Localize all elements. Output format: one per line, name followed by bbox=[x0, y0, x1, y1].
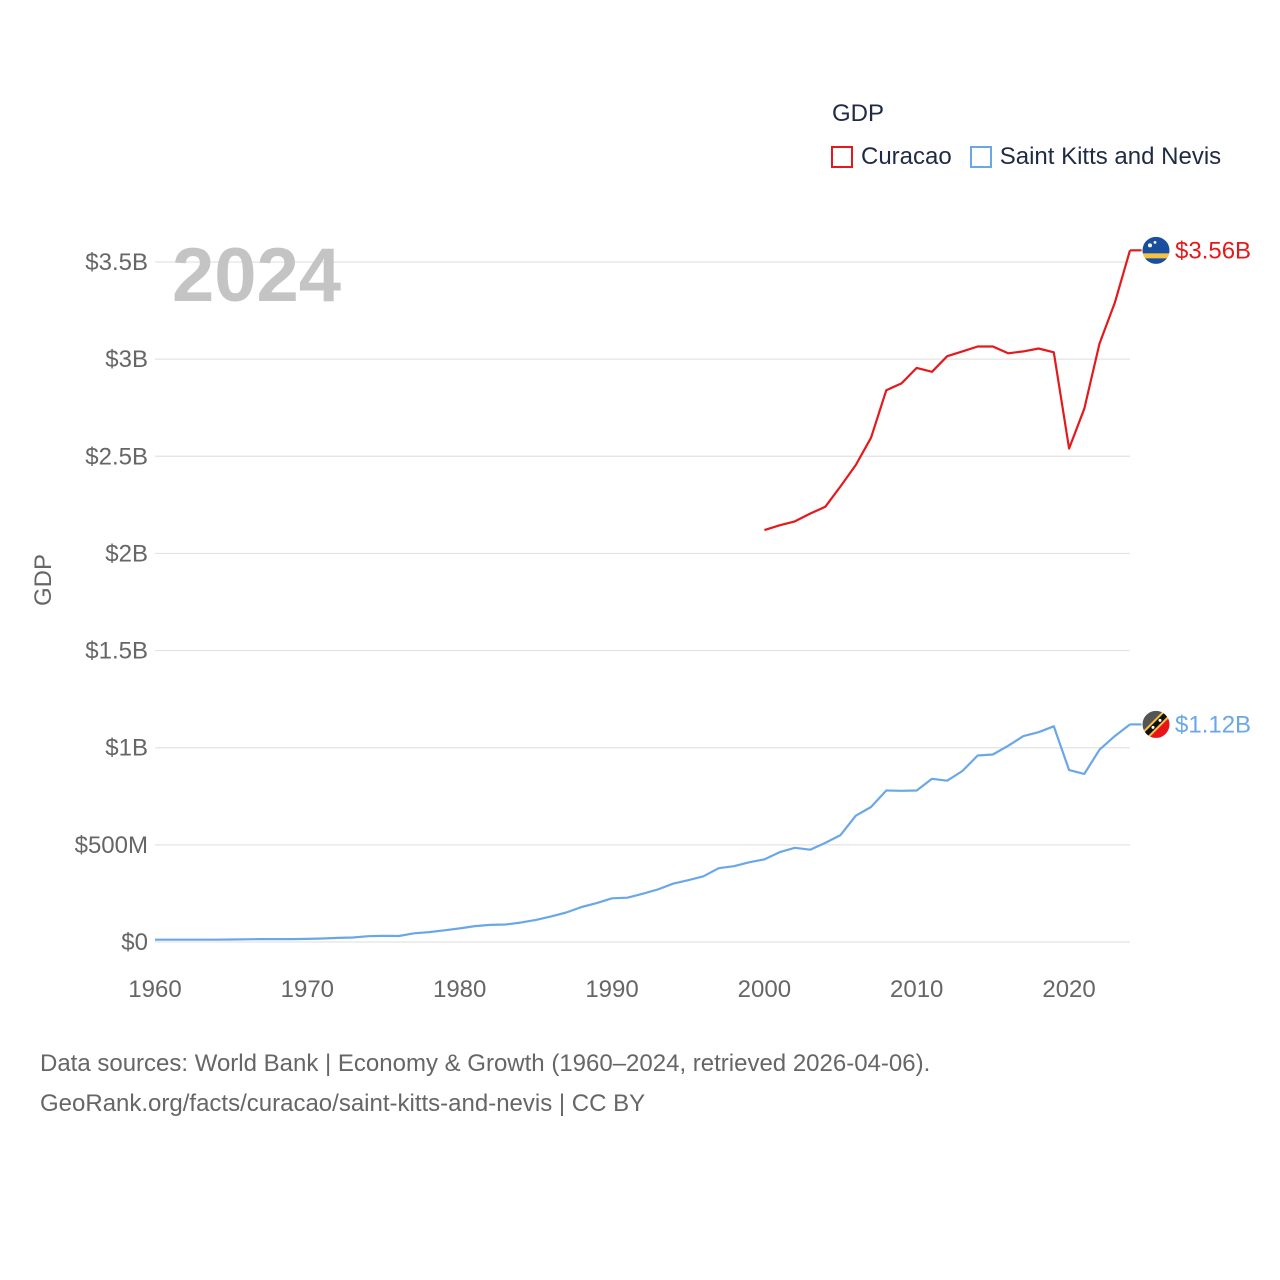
y-tick-label: $2B bbox=[105, 540, 148, 567]
series-line-saint-kitts-and-nevis bbox=[155, 723, 1131, 941]
x-tick-label: 2020 bbox=[1042, 976, 1095, 1003]
end-value-label-curacao: $3.56B bbox=[1175, 237, 1251, 264]
y-axis-ticks: $0 $500M $1B $1.5B $2B $2.5B $3B $3.5B bbox=[75, 249, 148, 956]
year-label: 2024 bbox=[172, 233, 342, 318]
y-tick-label: $1.5B bbox=[85, 638, 148, 665]
curacao-flag-icon bbox=[1141, 235, 1171, 265]
y-axis-title: GDP bbox=[30, 554, 57, 606]
x-tick-label: 1980 bbox=[433, 976, 486, 1003]
x-tick-label: 2010 bbox=[890, 976, 943, 1003]
footer: Data sources: World Bank | Economy & Gro… bbox=[40, 1044, 930, 1124]
series-lines bbox=[155, 249, 1132, 941]
legend-title: GDP bbox=[832, 100, 885, 127]
legend-swatch-saint-kitts-and-nevis bbox=[969, 146, 992, 168]
legend-label-curacao: Curacao bbox=[861, 143, 952, 170]
legend-item-saint-kitts-and-nevis[interactable]: Saint Kitts and Nevis bbox=[969, 143, 1222, 171]
legend-label-saint-kitts-and-nevis: Saint Kitts and Nevis bbox=[999, 143, 1222, 170]
y-tick-label: $3.5B bbox=[85, 249, 148, 276]
legend-swatch-curacao bbox=[831, 146, 853, 168]
end-value-label-saint-kitts-and-nevis: $1.12B bbox=[1175, 711, 1251, 738]
saint-kitts-flag-icon bbox=[1141, 709, 1171, 739]
series-line-curacao bbox=[764, 249, 1132, 532]
legend: Curacao Saint Kitts and Nevis bbox=[831, 143, 1239, 171]
x-tick-label: 1970 bbox=[281, 976, 334, 1003]
y-tick-label: $3B bbox=[105, 346, 148, 373]
x-tick-label: 1960 bbox=[128, 976, 181, 1003]
y-tick-label: $2.5B bbox=[85, 443, 148, 470]
footer-sources: Data sources: World Bank | Economy & Gro… bbox=[40, 1050, 931, 1077]
series-end-markers: $3.56B $1.12B bbox=[1130, 235, 1251, 739]
y-tick-label: $1B bbox=[105, 735, 148, 762]
x-axis-ticks: 1960 1970 1980 1990 2000 2010 2020 bbox=[128, 976, 1095, 1003]
y-tick-label: $500M bbox=[75, 832, 148, 859]
legend-item-curacao[interactable]: Curacao bbox=[831, 143, 952, 171]
x-tick-label: 2000 bbox=[738, 976, 791, 1003]
x-tick-label: 1990 bbox=[585, 976, 638, 1003]
grid-lines bbox=[155, 261, 1130, 943]
y-tick-label: $0 bbox=[121, 929, 148, 956]
footer-link: GeoRank.org/facts/curacao/saint-kitts-an… bbox=[40, 1090, 646, 1117]
